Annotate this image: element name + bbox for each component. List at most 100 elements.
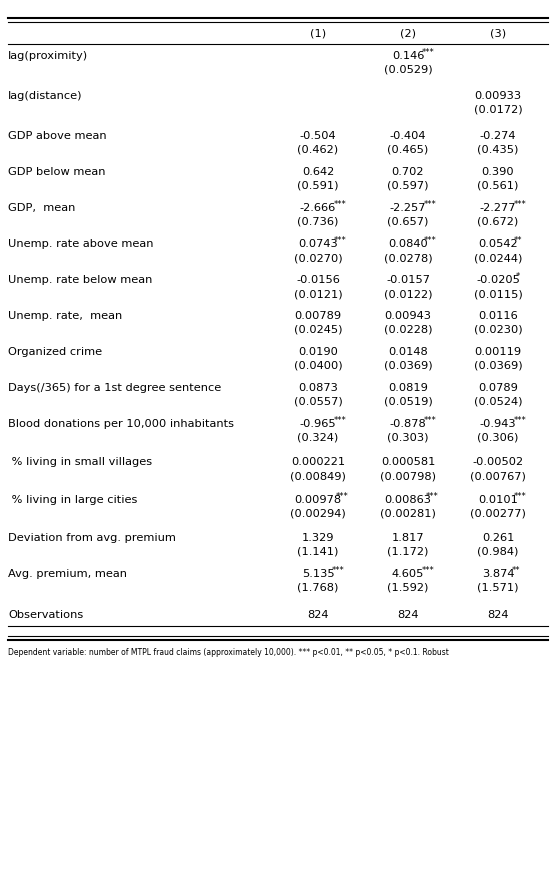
Text: (1): (1) bbox=[310, 28, 326, 38]
Text: -2.666: -2.666 bbox=[300, 203, 336, 213]
Text: 0.0148: 0.0148 bbox=[388, 347, 428, 357]
Text: 0.0116: 0.0116 bbox=[478, 311, 518, 321]
Text: 0.00789: 0.00789 bbox=[295, 311, 341, 321]
Text: -0.965: -0.965 bbox=[300, 419, 336, 429]
Text: (1.172): (1.172) bbox=[388, 547, 429, 557]
Text: 0.00933: 0.00933 bbox=[474, 91, 522, 101]
Text: 0.702: 0.702 bbox=[392, 167, 424, 177]
Text: (0.0369): (0.0369) bbox=[474, 361, 522, 371]
Text: ***: *** bbox=[421, 566, 434, 575]
Text: (0.0230): (0.0230) bbox=[474, 325, 522, 335]
Text: ***: *** bbox=[424, 200, 436, 209]
Text: Organized crime: Organized crime bbox=[8, 347, 102, 357]
Text: 0.0542: 0.0542 bbox=[478, 239, 518, 249]
Text: (0.462): (0.462) bbox=[297, 145, 339, 155]
Text: (0.561): (0.561) bbox=[477, 181, 519, 191]
Text: (0.0115): (0.0115) bbox=[474, 289, 523, 299]
Text: 0.00119: 0.00119 bbox=[474, 347, 522, 357]
Text: Unemp. rate,  mean: Unemp. rate, mean bbox=[8, 311, 122, 321]
Text: **: ** bbox=[512, 566, 520, 575]
Text: (0.00294): (0.00294) bbox=[290, 509, 346, 519]
Text: 0.261: 0.261 bbox=[482, 533, 514, 543]
Text: (0.00849): (0.00849) bbox=[290, 471, 346, 481]
Text: (0.736): (0.736) bbox=[297, 217, 339, 227]
Text: *: * bbox=[516, 272, 520, 281]
Text: 3.874: 3.874 bbox=[481, 569, 514, 579]
Text: Avg. premium, mean: Avg. premium, mean bbox=[8, 569, 127, 579]
Text: (0.00798): (0.00798) bbox=[380, 471, 436, 481]
Text: ***: *** bbox=[424, 236, 436, 245]
Text: % living in small villages: % living in small villages bbox=[8, 457, 152, 467]
Text: (1.768): (1.768) bbox=[297, 583, 339, 593]
Text: 0.00863: 0.00863 bbox=[385, 495, 431, 505]
Text: (0.00767): (0.00767) bbox=[470, 471, 526, 481]
Text: -0.943: -0.943 bbox=[480, 419, 517, 429]
Text: (0.0172): (0.0172) bbox=[474, 105, 522, 115]
Text: 5.135: 5.135 bbox=[302, 569, 334, 579]
Text: (1.592): (1.592) bbox=[388, 583, 429, 593]
Text: -0.504: -0.504 bbox=[300, 131, 336, 141]
Text: (0.0400): (0.0400) bbox=[294, 361, 342, 371]
Text: -0.0157: -0.0157 bbox=[386, 275, 430, 285]
Text: 824: 824 bbox=[397, 610, 419, 620]
Text: -0.0205: -0.0205 bbox=[476, 275, 520, 285]
Text: Deviation from avg. premium: Deviation from avg. premium bbox=[8, 533, 176, 543]
Text: (0.0122): (0.0122) bbox=[384, 289, 432, 299]
Text: 0.000581: 0.000581 bbox=[381, 457, 435, 467]
Text: 0.146: 0.146 bbox=[392, 51, 424, 61]
Text: 0.0743: 0.0743 bbox=[298, 239, 338, 249]
Text: 0.00978: 0.00978 bbox=[295, 495, 341, 505]
Text: (2): (2) bbox=[400, 28, 416, 38]
Text: (0.984): (0.984) bbox=[477, 547, 519, 557]
Text: ***: *** bbox=[426, 492, 439, 501]
Text: -0.274: -0.274 bbox=[480, 131, 517, 141]
Text: 1.817: 1.817 bbox=[391, 533, 424, 543]
Text: 0.0190: 0.0190 bbox=[298, 347, 338, 357]
Text: (0.0524): (0.0524) bbox=[474, 397, 522, 407]
Text: -0.0156: -0.0156 bbox=[296, 275, 340, 285]
Text: (3): (3) bbox=[490, 28, 506, 38]
Text: -0.878: -0.878 bbox=[390, 419, 426, 429]
Text: lag(distance): lag(distance) bbox=[8, 91, 82, 101]
Text: -2.257: -2.257 bbox=[390, 203, 426, 213]
Text: **: ** bbox=[514, 236, 522, 245]
Text: GDP,  mean: GDP, mean bbox=[8, 203, 76, 213]
Text: (0.0121): (0.0121) bbox=[294, 289, 342, 299]
Text: Unemp. rate below mean: Unemp. rate below mean bbox=[8, 275, 152, 285]
Text: (0.0529): (0.0529) bbox=[384, 65, 433, 75]
Text: (1.141): (1.141) bbox=[297, 547, 339, 557]
Text: ***: *** bbox=[334, 416, 346, 425]
Text: lag(proximity): lag(proximity) bbox=[8, 51, 88, 61]
Text: ***: *** bbox=[514, 492, 527, 501]
Text: (0.672): (0.672) bbox=[478, 217, 519, 227]
Text: (0.0519): (0.0519) bbox=[384, 397, 433, 407]
Text: 0.0819: 0.0819 bbox=[388, 383, 428, 393]
Text: 824: 824 bbox=[307, 610, 329, 620]
Text: (0.0245): (0.0245) bbox=[294, 325, 342, 335]
Text: Blood donations per 10,000 inhabitants: Blood donations per 10,000 inhabitants bbox=[8, 419, 234, 429]
Text: ***: *** bbox=[424, 416, 436, 425]
Text: (0.591): (0.591) bbox=[297, 181, 339, 191]
Text: % living in large cities: % living in large cities bbox=[8, 495, 137, 505]
Text: (0.0557): (0.0557) bbox=[294, 397, 342, 407]
Text: ***: *** bbox=[421, 48, 434, 57]
Text: ***: *** bbox=[334, 236, 346, 245]
Text: -0.404: -0.404 bbox=[390, 131, 426, 141]
Text: 1.329: 1.329 bbox=[302, 533, 334, 543]
Text: GDP below mean: GDP below mean bbox=[8, 167, 106, 177]
Text: 0.0789: 0.0789 bbox=[478, 383, 518, 393]
Text: (0.597): (0.597) bbox=[387, 181, 429, 191]
Text: Days(/365) for a 1st degree sentence: Days(/365) for a 1st degree sentence bbox=[8, 383, 221, 393]
Text: ***: *** bbox=[331, 566, 344, 575]
Text: (0.0278): (0.0278) bbox=[384, 253, 433, 263]
Text: 0.0101: 0.0101 bbox=[478, 495, 518, 505]
Text: Unemp. rate above mean: Unemp. rate above mean bbox=[8, 239, 153, 249]
Text: (0.0228): (0.0228) bbox=[384, 325, 432, 335]
Text: -0.00502: -0.00502 bbox=[473, 457, 524, 467]
Text: (1.571): (1.571) bbox=[477, 583, 519, 593]
Text: 824: 824 bbox=[487, 610, 509, 620]
Text: -2.277: -2.277 bbox=[480, 203, 517, 213]
Text: ***: *** bbox=[514, 200, 527, 209]
Text: (0.0270): (0.0270) bbox=[294, 253, 342, 263]
Text: Observations: Observations bbox=[8, 610, 83, 620]
